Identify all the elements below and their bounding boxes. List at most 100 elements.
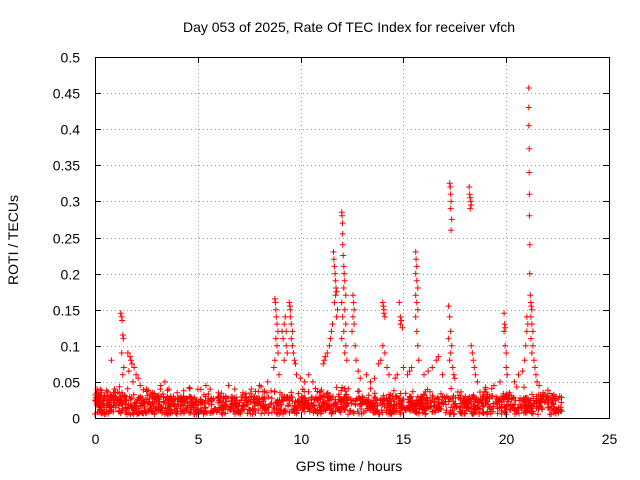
chart-title: Day 053 of 2025, Rate Of TEC Index for r… <box>183 19 515 35</box>
data-point <box>528 321 535 328</box>
data-point <box>225 382 232 389</box>
data-point <box>533 371 539 378</box>
data-point <box>526 169 533 176</box>
data-point <box>186 385 193 392</box>
data-point <box>227 407 234 413</box>
data-point <box>477 396 484 402</box>
data-point <box>356 388 363 395</box>
data-point <box>507 403 514 409</box>
data-point <box>345 411 352 418</box>
data-point <box>166 386 172 393</box>
data-point <box>479 409 486 416</box>
data-point <box>338 395 345 402</box>
data-point <box>419 409 426 416</box>
data-point <box>341 270 348 277</box>
data-point <box>413 263 420 270</box>
data-point <box>207 386 214 393</box>
data-point <box>384 400 391 407</box>
data-point <box>291 357 298 364</box>
data-point <box>268 387 275 394</box>
data-point <box>447 205 454 212</box>
data-point <box>371 375 378 382</box>
data-point <box>339 212 346 219</box>
data-point <box>284 350 291 356</box>
data-point <box>283 342 290 349</box>
data-point <box>437 406 444 412</box>
data-point <box>295 390 302 397</box>
data-point <box>170 400 177 407</box>
data-point <box>468 202 475 208</box>
data-point <box>258 383 264 390</box>
data-point <box>479 403 486 410</box>
data-point <box>240 389 246 396</box>
data-point <box>528 402 535 409</box>
data-point <box>170 393 177 400</box>
data-point <box>504 371 511 378</box>
data-point <box>528 306 535 313</box>
data-point <box>352 398 359 405</box>
data-point <box>203 382 209 389</box>
data-point <box>498 410 505 417</box>
data-point <box>445 394 451 401</box>
data-point <box>320 360 327 367</box>
data-point <box>255 388 262 395</box>
data-point <box>273 313 280 320</box>
data-point <box>472 396 479 403</box>
data-point <box>447 328 454 335</box>
data-point <box>331 400 338 407</box>
data-point <box>445 303 452 310</box>
data-point <box>255 396 261 403</box>
plot-frame <box>95 57 610 419</box>
data-point <box>460 397 467 404</box>
data-point <box>342 321 349 328</box>
data-point <box>270 404 277 411</box>
data-point <box>526 212 533 219</box>
data-point <box>340 263 347 270</box>
data-point <box>264 378 271 385</box>
data-point <box>349 328 355 335</box>
data-point <box>412 313 419 320</box>
x-tick-label: 5 <box>195 431 203 447</box>
data-point <box>555 409 562 416</box>
data-point <box>348 400 355 407</box>
data-point <box>342 342 349 349</box>
data-point <box>167 410 174 417</box>
data-point <box>282 313 289 320</box>
data-point <box>247 390 254 397</box>
data-point <box>408 364 415 371</box>
data-point <box>95 389 102 396</box>
data-point <box>137 402 144 409</box>
data-point <box>111 386 118 392</box>
data-point <box>337 409 344 416</box>
data-point <box>129 409 136 416</box>
data-point <box>412 292 419 299</box>
data-point <box>409 407 416 414</box>
data-point <box>148 407 155 414</box>
data-point <box>338 403 345 410</box>
data-point <box>124 385 131 392</box>
data-point <box>386 371 392 378</box>
data-point <box>280 408 287 414</box>
data-point <box>184 406 191 413</box>
data-point <box>412 408 419 415</box>
data-point <box>393 401 400 408</box>
data-point <box>350 410 357 417</box>
data-point <box>358 410 365 417</box>
data-point <box>117 400 124 407</box>
data-point <box>534 378 540 385</box>
data-point <box>124 350 131 356</box>
data-point <box>180 393 187 400</box>
data-point <box>381 313 388 320</box>
axis-ticks <box>95 57 610 419</box>
data-point <box>129 360 135 367</box>
data-point <box>122 404 129 411</box>
data-point <box>283 328 290 335</box>
data-point <box>341 306 348 313</box>
data-point <box>310 409 317 416</box>
data-point <box>522 342 529 349</box>
data-point <box>330 393 337 400</box>
data-point <box>317 410 324 416</box>
data-point <box>450 392 457 399</box>
data-point <box>412 248 419 255</box>
data-point <box>535 398 542 405</box>
